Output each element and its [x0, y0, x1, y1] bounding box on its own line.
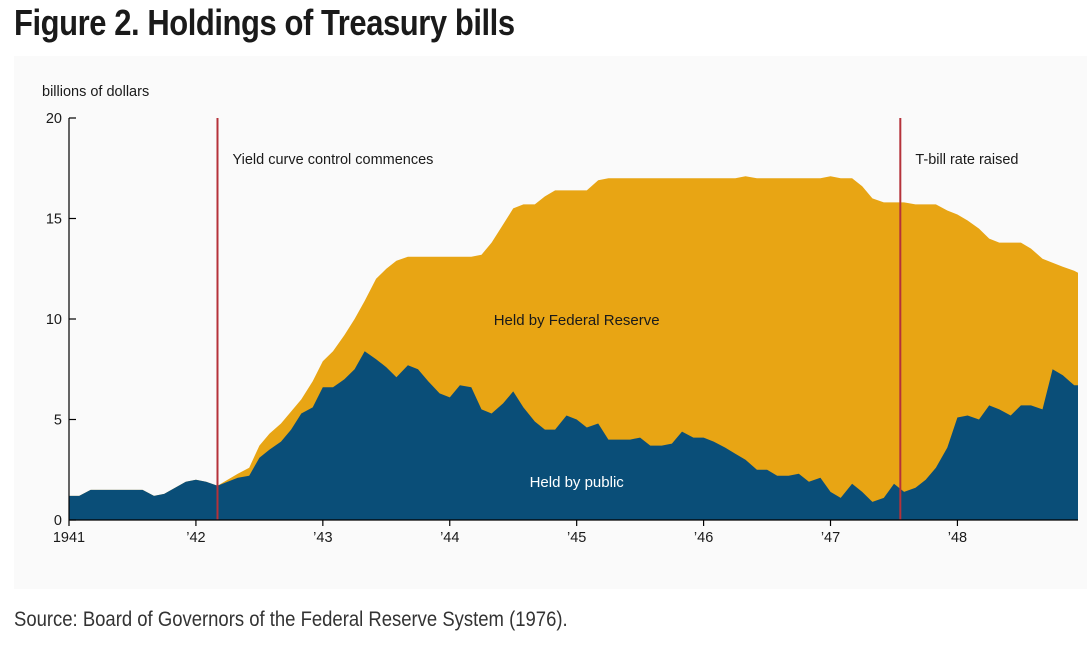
label-held-by-federal-reserve: Held by Federal Reserve — [494, 312, 660, 329]
chart-labels: Yield curve control commences T-bill rate… — [232, 152, 1018, 491]
chart-panel: 0 5 10 15 20 billions of dollars 1941 ’42 ’43 ’44… — [14, 56, 1087, 589]
y-tick-label-0: 0 — [54, 513, 62, 529]
x-tick-label-2: ’43 — [313, 530, 332, 546]
x-tick-label-7: ’48 — [948, 530, 967, 546]
x-tick-label-4: ’45 — [567, 530, 586, 546]
event-lines — [216, 118, 902, 520]
stacked-areas — [69, 176, 1078, 521]
y-tick-label-20: 20 — [46, 111, 62, 127]
y-axis-title: billions of dollars — [42, 84, 149, 100]
x-tick-label-3: ’44 — [440, 530, 459, 546]
event-label-1: T-bill rate raised — [915, 152, 1018, 168]
treasury-bills-chart: 0 5 10 15 20 billions of dollars 1941 ’42 ’43 ’44… — [42, 84, 1078, 546]
axes: 0 5 10 15 20 billions of dollars 1941 ’42 ’43 ’44… — [42, 84, 1078, 546]
x-tick-label-0: 1941 — [53, 530, 85, 546]
source-note: Source: Board of Governors of the Federa… — [14, 608, 568, 631]
label-held-by-public: Held by public — [530, 474, 625, 491]
y-tick-label-5: 5 — [54, 413, 62, 429]
y-tick-label-15: 15 — [46, 212, 62, 228]
x-tick-label-5: ’46 — [694, 530, 713, 546]
x-tick-label-1: ’42 — [186, 530, 205, 546]
event-label-0: Yield curve control commences — [232, 152, 433, 168]
figure-title: Figure 2. Holdings of Treasury bills — [14, 2, 515, 43]
x-tick-label-6: ’47 — [821, 530, 840, 546]
y-tick-label-10: 10 — [46, 312, 62, 328]
area-held-by-public — [69, 351, 1078, 520]
